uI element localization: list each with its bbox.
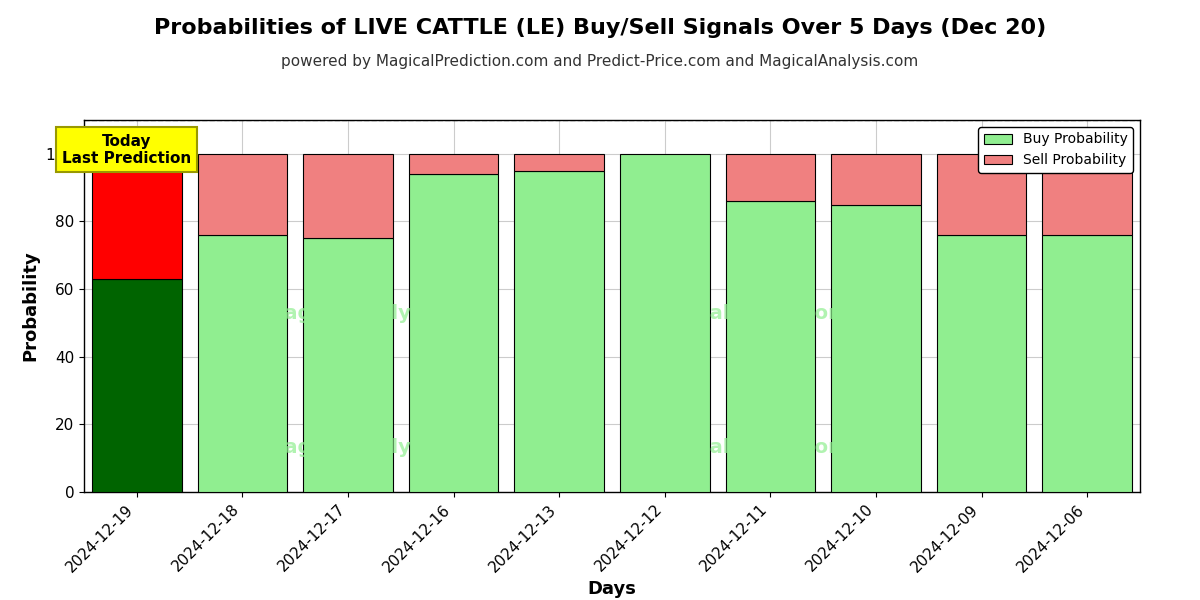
Bar <box>726 154 815 201</box>
Bar <box>832 154 920 205</box>
Bar <box>304 238 392 492</box>
Legend: Buy Probability, Sell Probability: Buy Probability, Sell Probability <box>978 127 1133 173</box>
Bar <box>937 235 1026 492</box>
Text: MagicalPrediction.com: MagicalPrediction.com <box>646 438 895 457</box>
Bar <box>92 154 181 279</box>
Text: MagicalAnalysis.com: MagicalAnalysis.com <box>265 438 494 457</box>
Text: powered by MagicalPrediction.com and Predict-Price.com and MagicalAnalysis.com: powered by MagicalPrediction.com and Pre… <box>281 54 919 69</box>
Text: Probabilities of LIVE CATTLE (LE) Buy/Sell Signals Over 5 Days (Dec 20): Probabilities of LIVE CATTLE (LE) Buy/Se… <box>154 18 1046 38</box>
Bar <box>726 201 815 492</box>
Bar <box>92 279 181 492</box>
Y-axis label: Probability: Probability <box>22 251 40 361</box>
Bar <box>937 154 1026 235</box>
Bar <box>304 154 392 238</box>
Bar <box>1043 235 1132 492</box>
Bar <box>620 154 709 492</box>
Text: MagicalPrediction.com: MagicalPrediction.com <box>646 304 895 323</box>
Bar <box>832 205 920 492</box>
Bar <box>198 154 287 235</box>
Text: MagicalAnalysis.com: MagicalAnalysis.com <box>265 304 494 323</box>
X-axis label: Days: Days <box>588 580 636 598</box>
Bar <box>1043 154 1132 235</box>
Bar <box>409 154 498 174</box>
Bar <box>515 171 604 492</box>
Bar <box>409 174 498 492</box>
Bar <box>515 154 604 171</box>
Text: Today
Last Prediction: Today Last Prediction <box>61 134 191 166</box>
Bar <box>198 235 287 492</box>
